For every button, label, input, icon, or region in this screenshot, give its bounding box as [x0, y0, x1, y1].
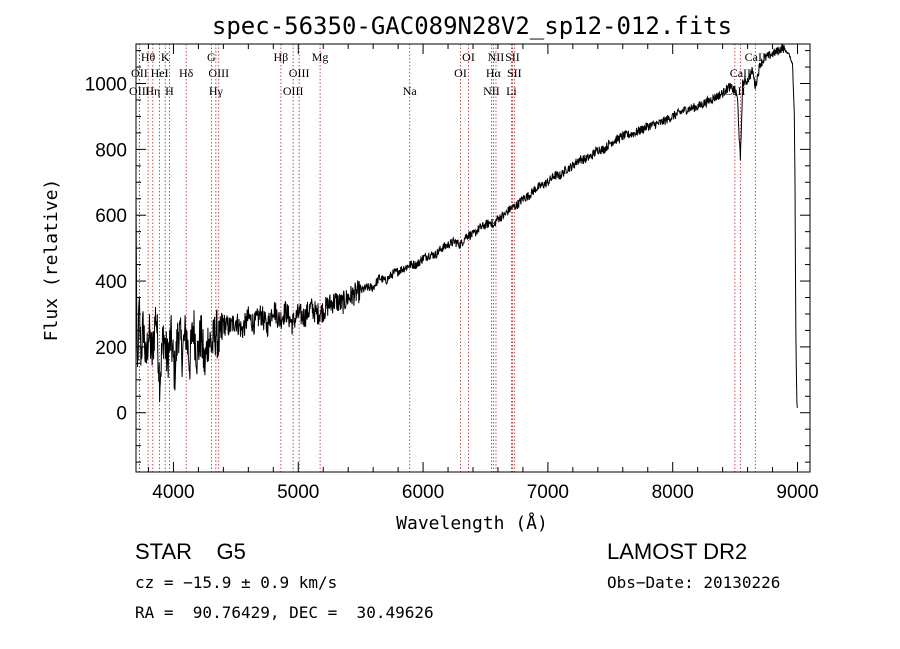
spectral-line-label: OIII: [208, 66, 229, 80]
spectral-line-label: Hδ: [179, 66, 194, 80]
spectral-line-label: CaII: [745, 50, 766, 64]
spectral-line-label: OI: [462, 50, 475, 64]
x-tick-label: 9000: [776, 482, 818, 503]
spectral-line-label: Mg: [312, 50, 329, 64]
spectral-line-label: Hα: [486, 66, 502, 80]
spectral-line-label: Hη: [145, 84, 160, 98]
spectral-line-label: NII: [483, 84, 500, 98]
redshift-value: cz = −15.9 ± 0.9 km/s: [135, 573, 338, 592]
spectral-line-label: Hγ: [209, 84, 224, 98]
spectral-line-label: K: [161, 50, 170, 64]
y-tick-label: 600: [95, 206, 127, 227]
observation-date: Obs−Date: 20130226: [607, 573, 781, 592]
spectral-line-label: Li: [506, 84, 517, 98]
spectrum-line: [135, 44, 798, 408]
x-axis-label: Wavelength (Å): [396, 512, 548, 534]
spectral-line-label: OIII: [129, 84, 150, 98]
x-tick-label: 8000: [652, 482, 694, 503]
spectral-line-label: SII: [507, 66, 522, 80]
coordinates: RA = 90.76429, DEC = 30.49626: [135, 603, 434, 622]
y-tick-label: 400: [95, 272, 127, 293]
x-tick-label: 5000: [277, 482, 319, 503]
spectral-line-label: OIII: [283, 84, 304, 98]
spectral-line-markers: [138, 44, 756, 472]
spectral-line-label: CaII: [730, 66, 751, 80]
y-tick-label: 0: [116, 404, 127, 425]
spectral-line-label: HeI: [151, 66, 169, 80]
spectral-line-label: G: [207, 50, 216, 64]
plot-frame: [135, 43, 811, 473]
x-tick-label: 6000: [402, 482, 444, 503]
spectral-line-label: OI: [454, 66, 467, 80]
y-axis-label: Flux (relative): [41, 179, 62, 342]
x-tick-label: 4000: [152, 482, 194, 503]
spectral-line-label: H: [165, 84, 174, 98]
spectral-line-label: SII: [505, 50, 520, 64]
survey-name: LAMOST DR2: [607, 539, 748, 564]
spectral-line-label: NII: [488, 50, 505, 64]
y-tick-label: 200: [95, 338, 127, 359]
spectral-line-label: OIII: [289, 66, 310, 80]
spectral-line-label: Na: [403, 84, 418, 98]
y-tick-label: 1000: [85, 75, 127, 96]
spectral-line-label: Hβ: [274, 50, 289, 64]
object-type: STAR G5: [135, 539, 246, 564]
spectral-line-label: OII: [131, 66, 148, 80]
chart-title: spec-56350-GAC089N28V2_sp12-012.fits: [212, 12, 732, 40]
x-tick-label: 7000: [527, 482, 569, 503]
y-tick-label: 800: [95, 140, 127, 161]
spectral-line-label: Hθ: [141, 50, 156, 64]
axis-ticks: 4000 5000 6000 7000 8000 9000 0 200 400 600 800 100…: [85, 44, 819, 503]
